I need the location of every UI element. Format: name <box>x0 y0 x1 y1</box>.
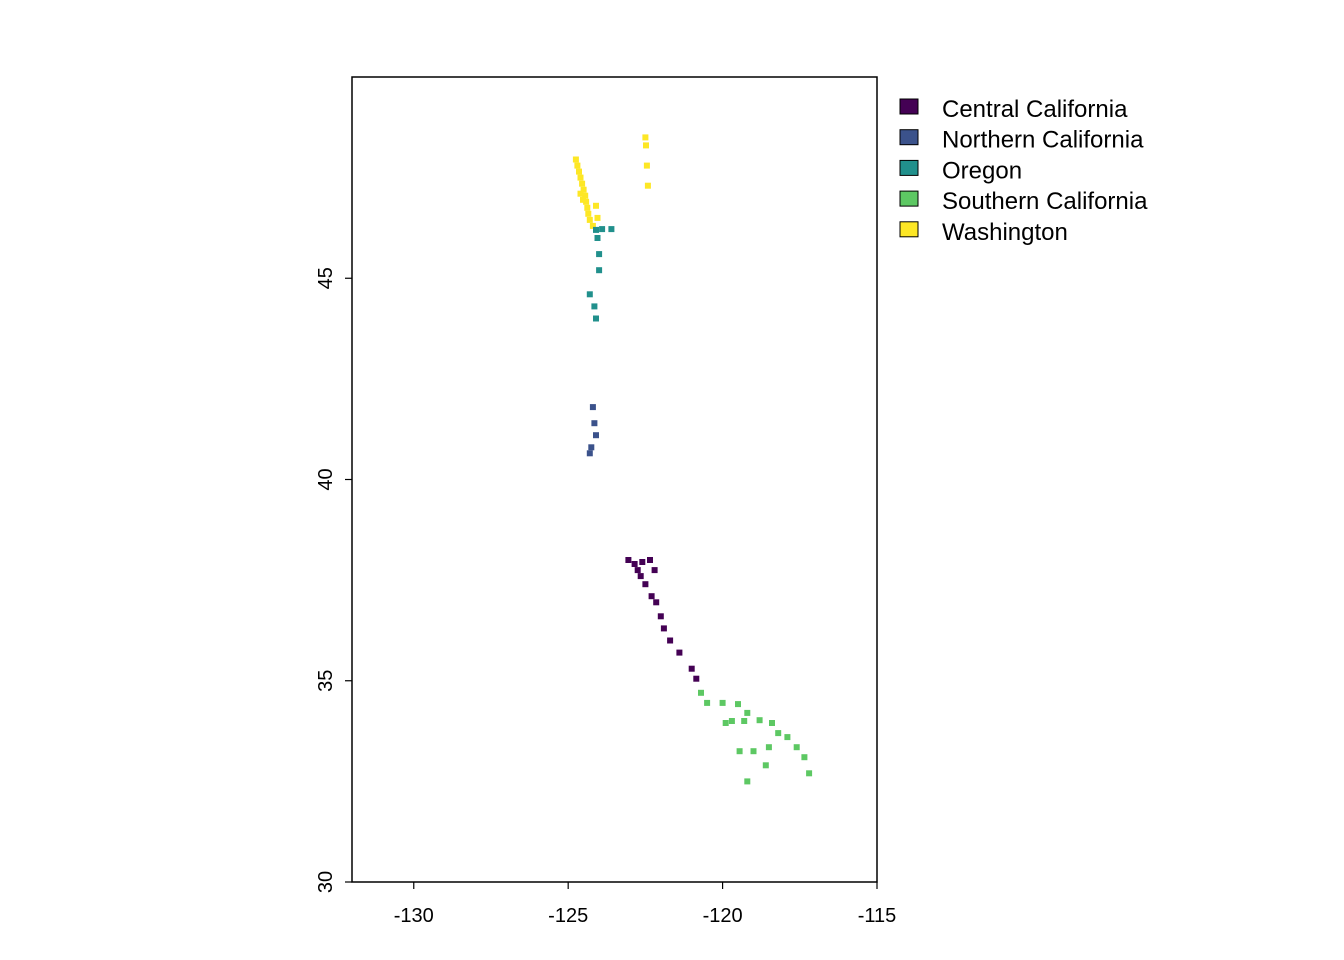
raster-cell <box>676 649 683 656</box>
raster-cell <box>588 444 595 451</box>
legend-label: Central California <box>942 96 1128 123</box>
raster-cell <box>589 404 596 411</box>
series-southern-california <box>698 689 813 785</box>
raster-cell <box>762 762 769 769</box>
raster-cell <box>576 168 582 175</box>
legend-label: Oregon <box>942 157 1022 184</box>
raster-cell <box>582 192 589 199</box>
legend-swatch <box>899 221 919 238</box>
series-northern-california <box>586 404 599 457</box>
legend-swatch <box>899 159 919 176</box>
raster-cell <box>722 720 729 726</box>
raster-cell <box>631 561 638 567</box>
raster-cell <box>577 174 584 181</box>
raster-cell <box>744 709 751 716</box>
legend-label: Northern California <box>942 127 1144 154</box>
raster-cell <box>625 557 632 563</box>
legend-swatch <box>899 129 919 146</box>
raster-cell <box>648 593 655 600</box>
raster-cell <box>644 182 651 189</box>
raster-cell <box>741 718 748 724</box>
y-tick-label: 45 <box>315 267 337 289</box>
raster-cell <box>596 267 603 274</box>
raster-cell <box>698 689 704 696</box>
x-tick-label: -125 <box>548 905 588 927</box>
raster-cell <box>580 186 587 193</box>
raster-cell <box>704 699 711 706</box>
raster-cell <box>660 625 667 632</box>
raster-cell <box>639 559 646 565</box>
raster-cell <box>651 567 658 574</box>
raster-cell <box>594 214 601 221</box>
raster-cell <box>756 717 763 724</box>
legend-label: Southern California <box>942 188 1148 215</box>
y-tick-label: 35 <box>315 670 337 692</box>
raster-cell <box>657 613 664 620</box>
plot-frame <box>351 76 878 883</box>
raster-cell <box>584 204 591 211</box>
raster-cell <box>784 734 791 741</box>
raster-cell <box>593 315 599 322</box>
y-axis: 30 35 40 45 <box>315 267 352 893</box>
raster-cell <box>693 675 700 682</box>
raster-cell <box>580 196 586 203</box>
raster-cell <box>577 190 584 197</box>
raster-cell <box>806 770 813 777</box>
raster-cell <box>647 557 653 563</box>
raster-cell <box>594 235 601 241</box>
raster-cell <box>585 210 592 217</box>
y-tick-label: 40 <box>315 468 337 490</box>
series-central-california <box>625 557 700 682</box>
raster-cell <box>634 567 641 574</box>
raster-cell <box>769 720 775 726</box>
raster-cell <box>801 754 808 761</box>
legend-label: Washington <box>942 219 1068 246</box>
raster-cell <box>642 134 649 141</box>
raster-cell <box>591 303 598 310</box>
raster-cell <box>667 637 674 644</box>
raster-cell <box>589 222 596 229</box>
legend-swatch <box>899 98 919 115</box>
raster-cell <box>643 162 650 169</box>
raster-cell <box>574 162 581 169</box>
y-tick-label: 30 <box>315 871 337 893</box>
raster-cell <box>586 291 593 298</box>
raster-cell <box>586 216 593 223</box>
raster-cell <box>642 581 649 588</box>
legend: Central California Northern California Ore… <box>899 96 1148 246</box>
raster-cell <box>765 744 772 751</box>
raster-cell <box>593 202 599 209</box>
raster-cell <box>744 778 751 785</box>
raster-cell <box>637 573 644 580</box>
raster-cell <box>599 226 606 233</box>
series-oregon <box>586 226 615 322</box>
raster-cell <box>586 450 593 457</box>
raster-cell <box>735 701 741 708</box>
series-washington <box>572 134 651 229</box>
raster-cell <box>579 180 586 187</box>
raster-cell <box>793 744 800 751</box>
raster-cell <box>583 198 590 205</box>
raster-cell <box>719 699 726 706</box>
x-axis: -130 -125 -120 -115 <box>394 882 897 927</box>
x-tick-label: -115 <box>858 905 897 927</box>
raster-cell <box>572 156 579 163</box>
x-tick-label: -120 <box>703 905 743 927</box>
raster-cell <box>775 730 782 737</box>
legend-swatch <box>899 190 919 207</box>
raster-cell <box>653 599 660 606</box>
raster-cell <box>591 420 598 427</box>
raster-cell <box>736 748 743 755</box>
x-tick-label: -130 <box>394 905 434 927</box>
raster-layer <box>572 134 813 785</box>
raster-cell <box>608 226 615 233</box>
raster-cell <box>596 251 603 258</box>
raster-cell <box>593 226 599 233</box>
raster-cell <box>728 718 735 724</box>
raster-cell <box>593 432 599 439</box>
raster-cell <box>643 142 649 149</box>
raster-cell <box>688 665 695 672</box>
raster-cell <box>750 748 757 755</box>
